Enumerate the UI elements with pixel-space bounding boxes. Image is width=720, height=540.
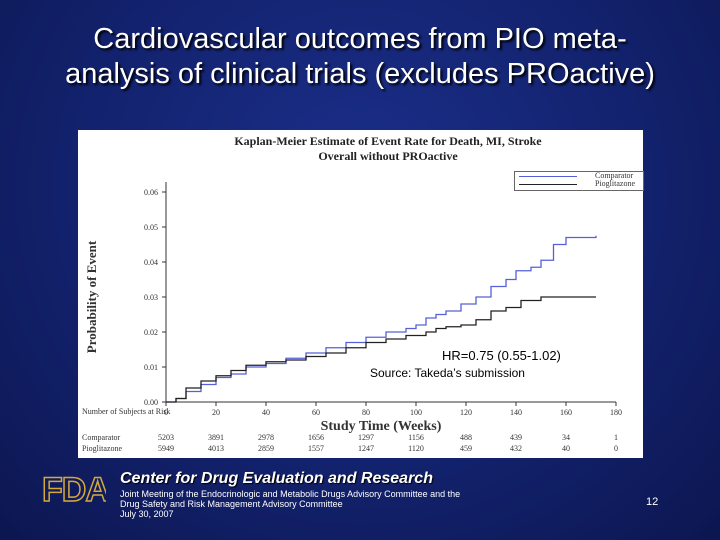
risk-table-cell: 1297	[358, 433, 374, 442]
legend-label-pioglitazone: Pioglitazone	[595, 179, 635, 188]
risk-table-cell: 5949	[158, 444, 174, 453]
x-tick-label: 100	[410, 408, 422, 417]
x-tick-label: 20	[212, 408, 220, 417]
legend-swatch-comparator	[519, 176, 577, 177]
risk-table-cell: 432	[510, 444, 522, 453]
footer-center-name: Center for Drug Evaluation and Research	[120, 470, 433, 487]
x-tick-label: 140	[510, 408, 522, 417]
risk-table-cell: 34	[562, 433, 570, 442]
y-tick-label: 0.02	[144, 328, 158, 337]
x-axis-label: Study Time (Weeks)	[321, 419, 442, 434]
legend-item-pioglitazone: Pioglitazone	[515, 179, 643, 188]
risk-table-cell: 2978	[258, 433, 274, 442]
legend-swatch-pioglitazone	[519, 184, 577, 185]
chart-subtitle: Overall without PROactive	[318, 149, 458, 163]
series-line-pioglitazone	[166, 296, 596, 403]
risk-table-cell: 488	[460, 433, 472, 442]
x-tick-label: 160	[560, 408, 572, 417]
risk-table-cell: 1120	[408, 444, 424, 453]
fda-logo: FDA	[41, 470, 106, 506]
y-tick-label: 0.01	[144, 363, 158, 372]
risk-row-label: Pioglitazone	[82, 444, 122, 453]
footer-date: July 30, 2007	[120, 509, 174, 519]
chart-legend: Comparator Pioglitazone	[514, 171, 644, 191]
x-tick-label: 80	[362, 408, 370, 417]
y-tick-label: 0.05	[144, 223, 158, 232]
y-tick-label: 0.03	[144, 293, 158, 302]
x-tick-label: 0	[164, 408, 168, 417]
risk-table-cell: 3891	[208, 433, 224, 442]
y-tick-label: 0.04	[144, 258, 158, 267]
risk-table-cell: 439	[510, 433, 522, 442]
risk-table-cell: 1156	[408, 433, 424, 442]
km-chart: 0.00 0.01 0.02 0.03 0.04 0.05 0.06 0 20 40 60 80 100…	[82, 182, 622, 453]
risk-table-cell: 1	[614, 433, 618, 442]
x-tick-label: 180	[610, 408, 622, 417]
x-tick-label: 120	[460, 408, 472, 417]
x-tick-label: 60	[312, 408, 320, 417]
y-axis-label: Probability of Event	[84, 240, 99, 353]
x-tick-label: 40	[262, 408, 270, 417]
slide-title: Cardiovascular outcomes from PIO meta- a…	[20, 22, 700, 92]
fda-logo-text: FDA	[42, 471, 106, 506]
chart-title: Kaplan-Meier Estimate of Event Rate for …	[234, 134, 542, 148]
risk-table-cell: 4013	[208, 444, 224, 453]
footer-meeting-line-1: Joint Meeting of the Endocrinologic and …	[120, 489, 461, 499]
hazard-ratio-text: HR=0.75 (0.55-1.02)	[442, 348, 561, 363]
risk-table-cell: 2859	[258, 444, 274, 453]
risk-table-cell: 5203	[158, 433, 174, 442]
slide-title-line-1: Cardiovascular outcomes from PIO meta-	[93, 23, 627, 55]
risk-table-cell: 1557	[308, 444, 324, 453]
risk-row-label: Comparator	[82, 433, 121, 442]
legend-label-comparator: Comparator	[595, 171, 634, 180]
legend-item-comparator: Comparator	[515, 171, 643, 180]
risk-table-cell: 0	[614, 444, 618, 453]
y-tick-label: 0.00	[144, 398, 158, 407]
footer-meeting-line-2: Drug Safety and Risk Management Advisory…	[120, 499, 343, 509]
risk-table-cell: 459	[460, 444, 472, 453]
slide-title-line-2: analysis of clinical trials (excludes PR…	[65, 58, 655, 90]
y-tick-label: 0.06	[144, 188, 158, 197]
risk-table-cell: 1247	[358, 444, 374, 453]
km-figure: 0.00 0.01 0.02 0.03 0.04 0.05 0.06 0 20 40 60 80 100…	[78, 130, 644, 458]
risk-table-header: Number of Subjects at Risk	[82, 407, 170, 416]
risk-table-cell: 1656	[308, 433, 324, 442]
source-text: Source: Takeda’s submission	[370, 366, 525, 380]
page-number: 12	[646, 496, 659, 508]
risk-table-cell: 40	[562, 444, 570, 453]
